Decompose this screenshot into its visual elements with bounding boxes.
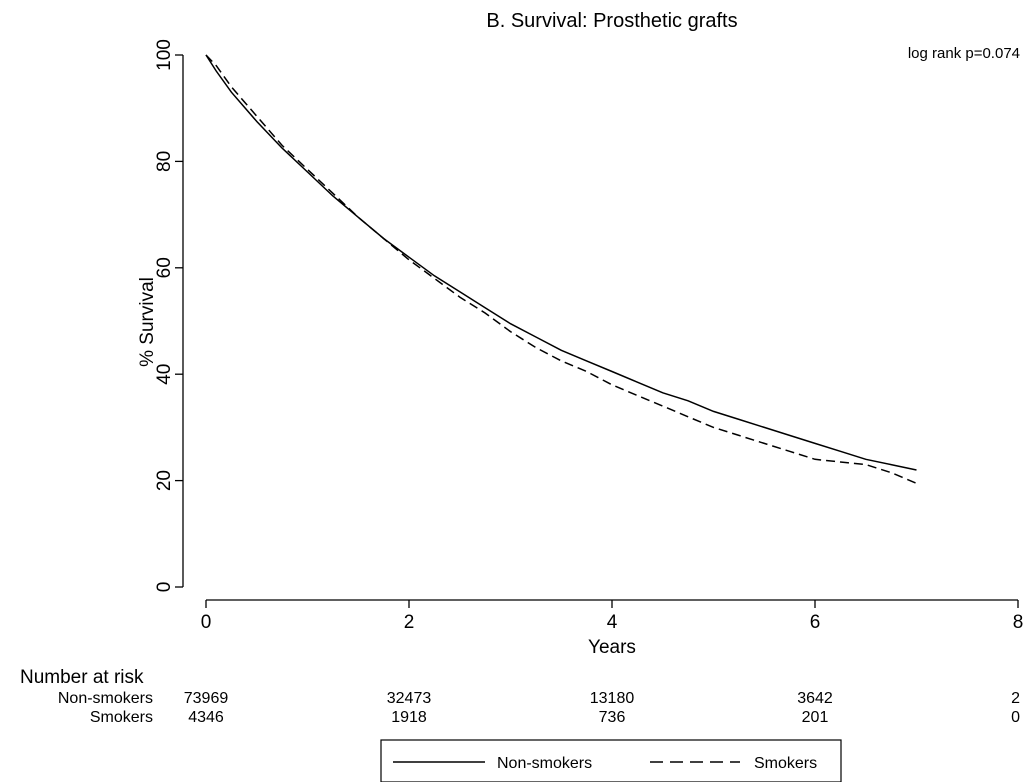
y-tick-label: 20	[154, 470, 175, 491]
risk-count: 736	[599, 709, 626, 726]
risk-table-heading: Number at risk	[20, 667, 144, 688]
risk-count: 201	[802, 709, 829, 726]
series-line-smokers	[205, 54, 917, 484]
risk-row-label: Smokers	[90, 709, 153, 726]
chart-title: B. Survival: Prosthetic grafts	[486, 10, 737, 32]
x-tick-label: 0	[201, 612, 212, 633]
risk-count: 1918	[391, 709, 427, 726]
plot-area	[205, 54, 917, 484]
legend-label-non-smokers: Non-smokers	[497, 755, 592, 772]
y-axis-label: % Survival	[137, 277, 158, 367]
log-rank-annotation: log rank p=0.074	[908, 45, 1020, 62]
risk-count: 2	[1011, 690, 1020, 707]
risk-count: 3642	[797, 690, 833, 707]
x-tick-label: 8	[1013, 612, 1024, 633]
x-tick-label: 2	[404, 612, 415, 633]
risk-row-label: Non-smokers	[58, 690, 153, 707]
legend-label-smokers: Smokers	[754, 755, 817, 772]
y-tick-label: 0	[154, 582, 175, 593]
legend: Non-smokers Smokers	[380, 739, 842, 782]
risk-count: 13180	[590, 690, 635, 707]
x-axis-label: Years	[588, 637, 636, 658]
risk-count: 0	[1011, 709, 1020, 726]
risk-count: 73969	[184, 690, 229, 707]
risk-count: 32473	[387, 690, 432, 707]
risk-count: 4346	[188, 709, 224, 726]
y-tick-label: 80	[154, 151, 175, 172]
y-tick-label: 60	[154, 257, 175, 278]
x-tick-label: 4	[607, 612, 618, 633]
series-line-non-smokers	[205, 54, 917, 471]
risk-table: Non-smokers 73969 32473 13180 3642 2 Smokers 43…	[58, 690, 1020, 726]
legend-box	[380, 739, 842, 782]
y-tick-label: 40	[154, 364, 175, 385]
y-tick-label: 100	[154, 39, 175, 71]
x-tick-label: 6	[810, 612, 821, 633]
